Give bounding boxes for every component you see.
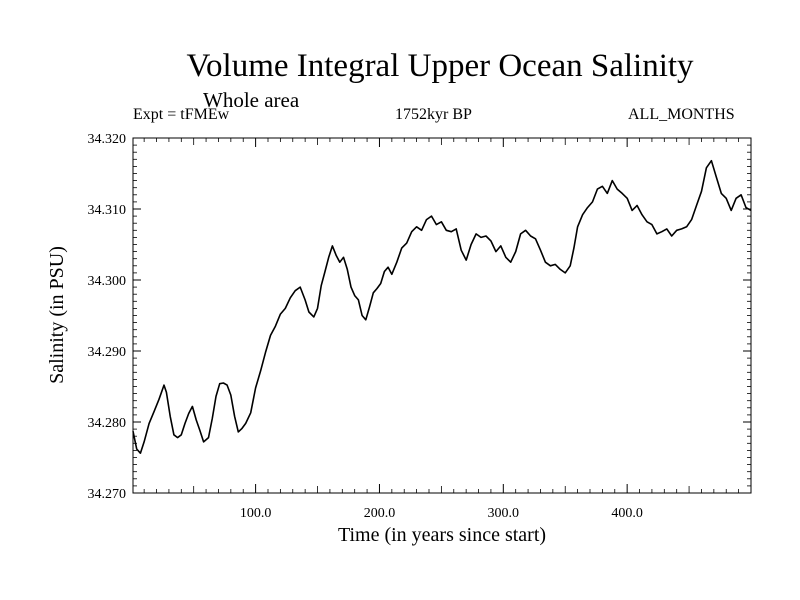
x-tick-label: 100.0 [240, 506, 272, 521]
months-label: ALL_MONTHS [628, 106, 735, 123]
tick-layer: 34.270 34.280 34.290 34.300 34.310 34.320 100.… [88, 132, 751, 521]
x-tick-label: 300.0 [488, 506, 520, 521]
x-axis-label: Time (in years since start) [338, 524, 546, 546]
chart-subtitle: Whole area [203, 88, 300, 112]
chart-title: Volume Integral Upper Ocean Salinity [186, 48, 694, 84]
salinity-series-line [132, 159, 752, 454]
y-tick-label: 34.310 [88, 203, 127, 218]
x-tick-label: 400.0 [611, 506, 643, 521]
y-tick-label: 34.280 [88, 416, 127, 431]
y-tick-label: 34.300 [88, 274, 127, 289]
y-axis-label: Salinity (in PSU) [46, 246, 68, 384]
y-tick-label: 34.320 [88, 132, 127, 147]
period-label: 1752kyr BP [395, 106, 472, 123]
plot-frame [132, 137, 752, 494]
y-tick-label: 34.290 [88, 345, 127, 360]
x-tick-label: 200.0 [364, 506, 396, 521]
experiment-label: Expt = tFMEw [133, 106, 230, 123]
y-tick-label: 34.270 [88, 487, 127, 502]
